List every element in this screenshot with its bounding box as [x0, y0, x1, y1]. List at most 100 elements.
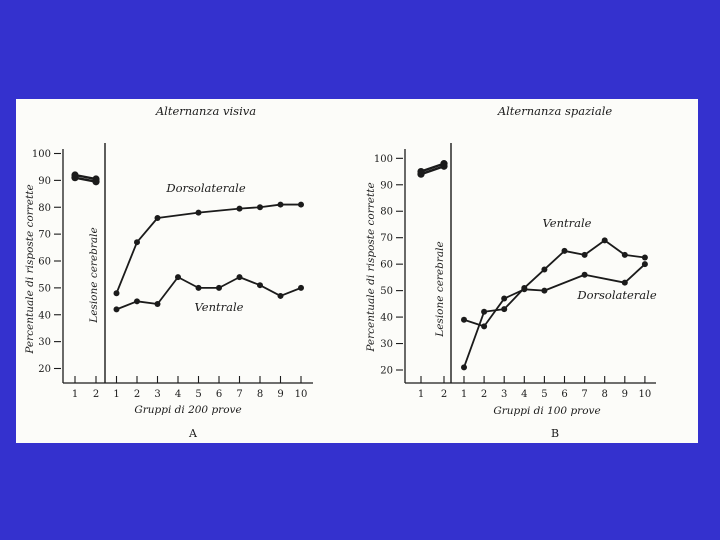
x-tick-label: 3	[501, 389, 507, 400]
x-tick-label: 5	[541, 389, 547, 400]
x-tick-label: 8	[602, 389, 608, 400]
x-tick-label: 5	[195, 389, 201, 400]
x-tick-label: 1	[461, 389, 467, 400]
series-point-ventrale	[113, 306, 120, 313]
x-tick-label: 1	[113, 389, 119, 400]
y-tick-label: 40	[380, 313, 393, 324]
lesion-label: Lesione cerebrale	[88, 227, 100, 323]
y-tick-label: 90	[38, 176, 51, 187]
x-tick-label-pre: 1	[72, 389, 78, 400]
series-point-ventrale	[257, 282, 263, 289]
y-tick-label: 60	[380, 260, 393, 271]
series-line-dorsolaterale	[115, 203, 301, 294]
series-point-ventrale	[277, 292, 284, 299]
series-point-dorsolaterale	[461, 316, 467, 323]
chart-a: 20 30 40 50 60 70 80 90 100 1 2 1 2 3 4 5 6 7 8 9 10 Dorsolat…	[24, 104, 313, 440]
series-point-dorsolaterale	[481, 323, 488, 330]
x-tick-label: 6	[561, 389, 567, 400]
series-point-ventrale	[461, 364, 467, 371]
series-point-ventrale	[601, 237, 608, 244]
series-line-ventrale	[463, 239, 646, 368]
panel-letter: B	[551, 427, 559, 440]
x-tick-label: 2	[481, 389, 487, 400]
series-point-ventrale	[481, 308, 488, 315]
series-label-ventrale: Ventrale	[543, 216, 592, 230]
series-point-dorsolaterale	[236, 205, 243, 212]
panel-letter: A	[188, 427, 198, 440]
x-tick-label: 10	[639, 389, 652, 400]
y-tick-label: 80	[38, 203, 51, 214]
y-tick-label: 40	[38, 310, 51, 321]
series-point-ventrale	[561, 247, 568, 254]
lesion-label: Lesione cerebrale	[434, 241, 446, 337]
chart-title: Alternanza spaziale	[497, 104, 613, 118]
x-tick-label: 7	[581, 389, 587, 400]
series-label-dorsolaterale: Dorsolaterale	[165, 181, 245, 195]
y-axis-title: Percentuale di risposte corrette	[24, 184, 36, 354]
x-tick-label: 7	[236, 389, 242, 400]
series-point-dorsolaterale	[195, 209, 202, 216]
series-point-ventrale	[641, 254, 648, 261]
x-tick-label: 4	[521, 389, 527, 400]
y-tick-label: 100	[374, 154, 393, 165]
pre-lesion-point	[417, 170, 425, 178]
series-point-ventrale	[621, 251, 628, 258]
series-point-ventrale	[581, 251, 588, 258]
x-tick-label: 9	[277, 389, 283, 400]
series-point-dorsolaterale	[501, 295, 508, 302]
figure-panel: 20 30 40 50 60 70 80 90 100 1 2 1 2 3 4 5 6 7 8 9 10 Dorsolat…	[16, 99, 698, 443]
y-tick-label: 100	[32, 149, 51, 160]
x-tick-label: 10	[295, 389, 308, 400]
series-point-ventrale	[541, 266, 548, 273]
series-point-ventrale	[154, 301, 161, 307]
y-tick-label: 50	[38, 283, 51, 294]
chart-b: 20 30 40 50 60 70 80 90 100 1 2 1 2 3 4 5 6 7 8 9 10 Ventrale…	[365, 104, 657, 440]
series-point-dorsolaterale	[134, 239, 140, 246]
pre-lesion-point	[71, 174, 79, 182]
x-axis-title: Gruppi di 200 prove	[134, 404, 241, 416]
series-point-dorsolaterale	[113, 290, 120, 297]
x-tick-label: 2	[134, 389, 140, 400]
x-tick-label: 6	[216, 389, 222, 400]
series-point-ventrale	[134, 298, 140, 305]
series-point-ventrale	[501, 306, 508, 313]
series-label-ventrale: Ventrale	[195, 300, 244, 314]
x-tick-label-pre: 1	[418, 389, 424, 400]
series-line-ventrale	[116, 276, 302, 311]
x-tick-label: 8	[257, 389, 263, 400]
dual-line-chart-figure: 20 30 40 50 60 70 80 90 100 1 2 1 2 3 4 5 6 7 8 9 10 Dorsolat…	[24, 104, 657, 440]
series-point-dorsolaterale	[541, 287, 548, 294]
y-tick-label: 50	[380, 286, 393, 297]
pre-lesion-line	[420, 162, 445, 173]
chart-title: Alternanza visiva	[155, 104, 256, 118]
y-tick-label: 80	[380, 207, 393, 218]
series-point-dorsolaterale	[154, 215, 161, 221]
y-tick-label: 30	[38, 337, 51, 348]
series-label-dorsolaterale: Dorsolaterale	[576, 288, 656, 302]
series-point-ventrale	[175, 274, 181, 281]
pre-lesion-point	[440, 162, 448, 170]
x-axis-title: Gruppi di 100 prove	[493, 405, 600, 417]
x-tick-label: 4	[175, 389, 181, 400]
series-point-dorsolaterale	[621, 279, 628, 286]
y-axis-title: Percentuale di risposte corrette	[365, 182, 377, 352]
y-tick-label: 70	[38, 230, 51, 241]
series-point-dorsolaterale	[298, 201, 304, 208]
series-point-ventrale	[298, 284, 304, 291]
y-tick-label: 90	[380, 180, 393, 191]
x-tick-label: 3	[154, 389, 160, 400]
x-tick-label-pre: 2	[441, 389, 447, 400]
y-tick-label: 20	[380, 366, 393, 377]
series-line-dorsolaterale	[463, 263, 646, 328]
pre-lesion-line	[420, 165, 445, 176]
x-tick-label: 9	[622, 389, 628, 400]
series-point-ventrale	[236, 274, 243, 281]
series-point-ventrale	[195, 284, 202, 291]
pre-lesion-point	[92, 178, 100, 186]
series-point-dorsolaterale	[641, 261, 648, 268]
y-tick-label: 20	[38, 364, 51, 375]
series-point-dorsolaterale	[277, 201, 284, 208]
series-point-dorsolaterale	[257, 204, 263, 211]
y-tick-label: 70	[380, 233, 393, 244]
